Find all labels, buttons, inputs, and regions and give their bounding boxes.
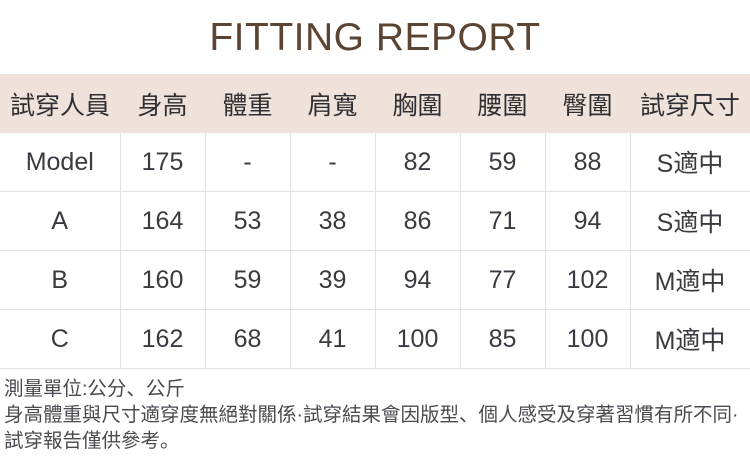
table-header-row: 試穿人員 身高 體重 肩寬 胸圍 腰圍 臀圍 試穿尺寸 — [0, 74, 750, 133]
table-header: 試穿人員 身高 體重 肩寬 胸圍 腰圍 臀圍 試穿尺寸 — [0, 74, 750, 133]
cell-height: 162 — [120, 309, 206, 369]
cell-hip: 100 — [545, 309, 631, 369]
cell-weight: - — [205, 133, 291, 192]
table-body: Model 175 - - 82 59 88 S適中 A 164 53 38 8… — [0, 133, 750, 369]
cell-hip: 102 — [545, 250, 631, 310]
title-bar: FITTING REPORT — [0, 0, 750, 74]
column-header-size: 試穿尺寸 — [639, 91, 740, 120]
cell-height: 160 — [120, 250, 206, 310]
cell-shoulder: - — [290, 133, 376, 192]
column-header-person: 試穿人員 — [9, 91, 110, 120]
table-row: A 164 53 38 86 71 94 S適中 — [0, 191, 750, 251]
column-header-height: 身高 — [137, 91, 188, 120]
column-header-shoulder: 肩寬 — [307, 91, 358, 120]
cell-height: 175 — [120, 133, 206, 192]
cell-size: S適中 — [630, 191, 750, 251]
cell-person: B — [0, 250, 121, 310]
cell-waist: 77 — [460, 250, 546, 310]
cell-weight: 53 — [205, 191, 291, 251]
cell-shoulder: 39 — [290, 250, 376, 310]
cell-bust: 94 — [375, 250, 461, 310]
cell-hip: 88 — [545, 133, 631, 192]
cell-waist: 71 — [460, 191, 546, 251]
cell-size: M適中 — [630, 309, 750, 369]
cell-bust: 86 — [375, 191, 461, 251]
cell-person: Model — [0, 133, 121, 192]
page-title: FITTING REPORT — [209, 15, 541, 59]
cell-weight: 59 — [205, 250, 291, 310]
column-header-weight: 體重 — [222, 91, 273, 120]
table-row: Model 175 - - 82 59 88 S適中 — [0, 133, 750, 192]
cell-weight: 68 — [205, 309, 291, 369]
cell-waist: 85 — [460, 309, 546, 369]
measurement-notes: 測量單位:公分、公斤 身高體重與尺寸適穿度無絕對關係·試穿結果會因版型、個人感受… — [0, 369, 750, 454]
cell-shoulder: 38 — [290, 191, 376, 251]
cell-bust: 100 — [375, 309, 461, 369]
table-row: C 162 68 41 100 85 100 M適中 — [0, 309, 750, 369]
table-row: B 160 59 39 94 77 102 M適中 — [0, 250, 750, 310]
cell-height: 164 — [120, 191, 206, 251]
cell-bust: 82 — [375, 133, 461, 192]
note-units-line: 測量單位:公分、公斤 — [4, 378, 185, 400]
cell-waist: 59 — [460, 133, 546, 192]
cell-hip: 94 — [545, 191, 631, 251]
cell-shoulder: 41 — [290, 309, 376, 369]
fitting-report-table: 試穿人員 身高 體重 肩寬 胸圍 腰圍 臀圍 試穿尺寸 Model 175 - … — [0, 74, 750, 369]
column-header-waist: 腰圍 — [477, 91, 528, 120]
cell-person: C — [0, 309, 121, 369]
cell-size: M適中 — [630, 250, 750, 310]
column-header-bust: 胸圍 — [392, 91, 443, 120]
cell-person: A — [0, 191, 121, 251]
column-header-hip: 臀圍 — [562, 91, 613, 120]
note-disclaimer-line: 身高體重與尺寸適穿度無絕對關係·試穿結果會因版型、個人感受及穿著習慣有所不同·試… — [4, 404, 739, 452]
cell-size: S適中 — [630, 133, 750, 192]
